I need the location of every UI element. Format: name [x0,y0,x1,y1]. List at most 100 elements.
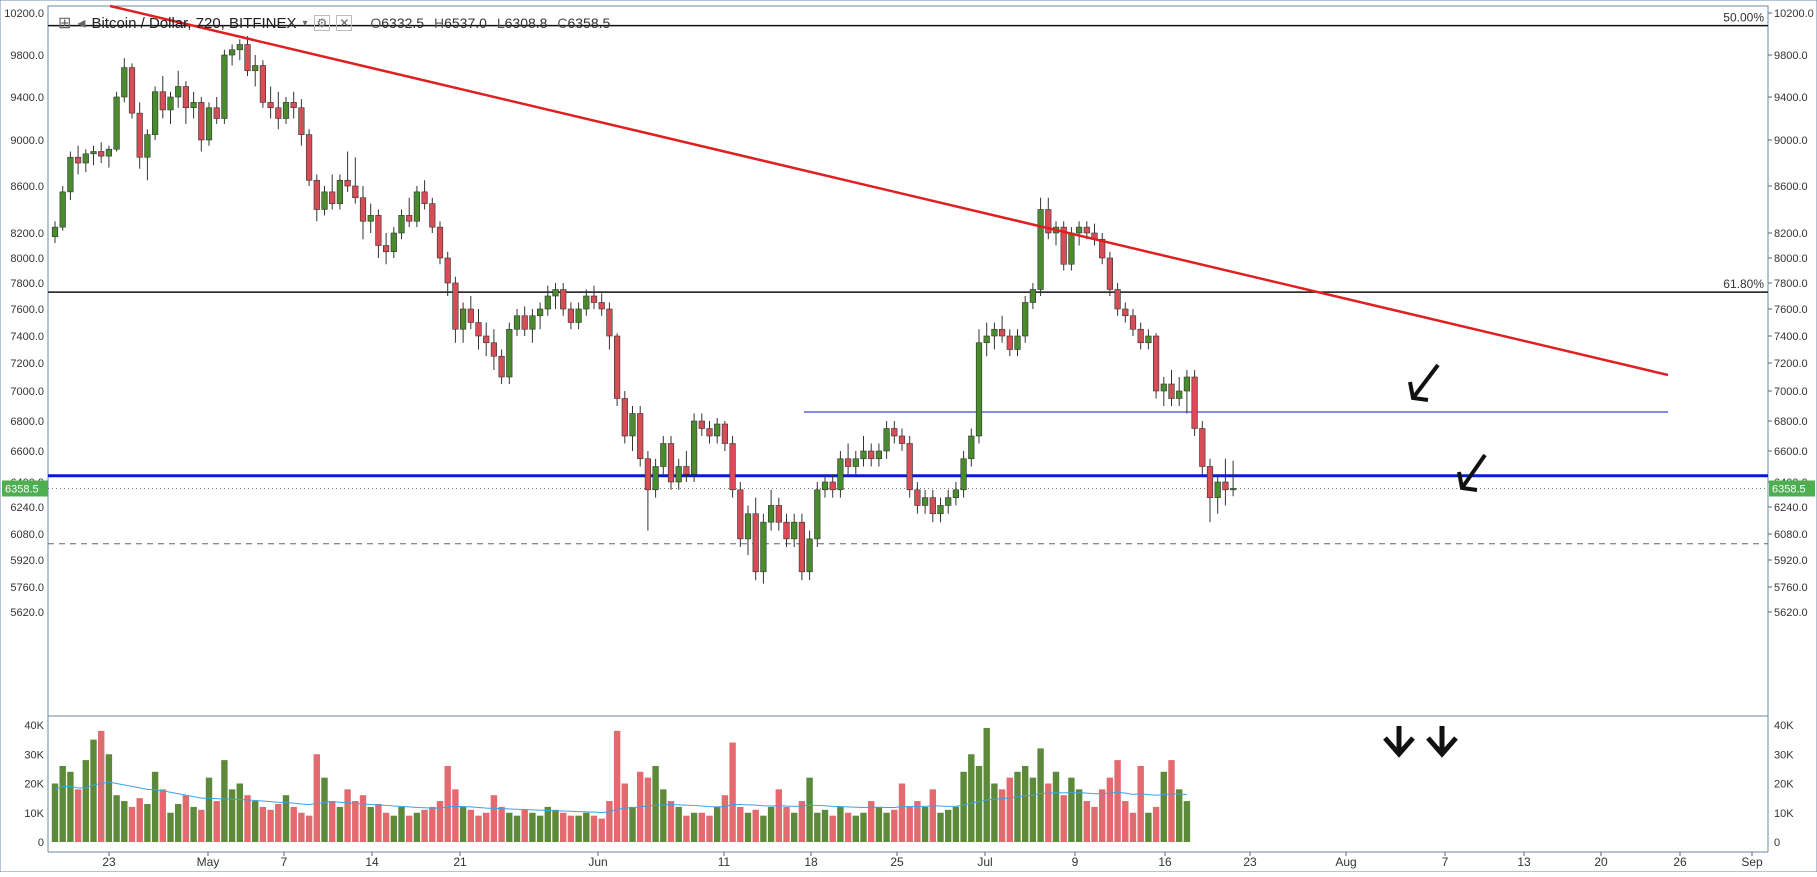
candle-body [275,107,282,119]
candle-body [567,308,574,323]
x-tick-label: Aug [1335,855,1356,869]
volume-bar [105,754,113,842]
candle-body [552,289,559,297]
volume-bar [298,812,305,842]
candle-body [744,513,752,540]
arrow-down-icon-head [1426,736,1458,758]
y-tick-left: 7000.0 [10,386,44,398]
volume-bar [906,806,913,842]
volume-bar [575,815,582,842]
y-tick-left: 9800.0 [10,50,44,62]
level-label-1: 61.80% [1723,277,1764,291]
volume-bar [228,789,236,842]
candle-body [506,328,513,378]
candle-body [290,102,297,109]
x-tick-label: 13 [1517,855,1531,869]
vol-tick-right: 30K [1774,749,1794,761]
candle-body [683,466,690,475]
plus-box-icon[interactable]: ⊞ [58,15,72,32]
candle-body [975,342,983,437]
candle-body [806,538,813,573]
time-axis[interactable]: 23 May 7 14 21 Jun 11 18 25 Jul 9 16 23 Aug 7 13 20 26 Sep [102,852,1763,869]
candle-body [1230,488,1237,491]
volume-bar [321,777,328,842]
volume-bar [1014,771,1021,842]
volume-bar [483,812,490,842]
volume-bar [113,795,120,842]
candle-body [883,428,890,452]
y-tick-right: 9000.0 [1774,135,1808,147]
trendline[interactable] [109,4,1669,377]
volume-bar [875,806,883,842]
y-tick-left: 5620.0 [10,607,44,619]
volume-bar [74,789,82,842]
candle-body [252,65,259,72]
vol-tick-left: 40K [24,720,44,732]
chevron-down-icon[interactable]: ▾ [302,17,308,29]
volume-bar [929,789,936,842]
settings-icon[interactable]: ⚙ [313,15,331,31]
candle-body [1022,302,1029,337]
candle-body [167,96,174,111]
volume-bar [837,806,844,842]
y-tick-left: 8200.0 [10,228,44,240]
candle-body [991,328,998,337]
vol-tick-right: 0 [1774,837,1780,849]
x-tick-label: May [197,855,220,869]
vol-tick-right: 10K [1774,808,1794,820]
last-price-badge-left [2,480,48,497]
volume-bar [429,806,436,842]
vol-tick-left: 30K [24,749,44,761]
x-tick-label: 7 [281,855,288,869]
volume-bar [329,801,336,842]
volume-bar [1137,765,1144,842]
candle-body [490,342,498,357]
candle-body [536,308,544,317]
symbol-title[interactable]: Bitcoin / Dollar, 720, BITFINEX [91,14,297,32]
candle-body [698,420,705,429]
candle-body [444,257,451,284]
volume-bar [275,803,282,842]
candle-body [182,86,190,109]
volume-bar [159,789,166,842]
candle-body [1114,289,1121,310]
candle-body [1099,238,1106,259]
candle-body [1199,428,1206,467]
volume-ma [54,781,1187,813]
candle-body [1160,383,1167,392]
volume-bar [852,815,859,842]
last-price-badge-right-text: 6358.5 [1772,483,1806,495]
collapse-icon[interactable]: ◂ [77,15,86,32]
candle-body [1122,308,1129,317]
candle-body [660,443,667,467]
volume-bar [205,777,213,842]
candle-body [737,489,744,540]
candle-body [960,458,967,491]
candle-body [644,458,651,491]
y-tick-left: 8600.0 [10,181,44,193]
volume-bar [598,818,605,842]
volume-axis[interactable]: 40K 40K 30K 30K 20K 20K 10K 10K 0 0 [24,720,1794,849]
volume-bars [51,727,1191,842]
y-tick-left: 9000.0 [10,135,44,147]
y-tick-left: 6240.0 [10,502,44,514]
candle-body [1045,209,1052,234]
candle-body [598,302,605,310]
volume-bar [1052,771,1060,842]
volume-bar [367,806,374,842]
x-tick-label: 16 [1158,855,1172,869]
candle-body [336,179,344,204]
volume-bar [998,789,1006,842]
candle-body [652,466,659,491]
volume-bar [167,812,174,842]
price-axis[interactable]: 10200.0 10200.0 9800.0 9800.0 9400.0 9400.0 90… [4,8,1814,619]
close-icon[interactable]: ✕ [336,15,353,31]
volume-bar [544,806,551,842]
candle-body [760,521,767,573]
candle-body [1145,335,1152,344]
y-tick-left: 10200.0 [4,8,44,20]
candle-body [352,185,359,199]
candle-body [714,423,721,437]
candle-body [898,435,906,444]
